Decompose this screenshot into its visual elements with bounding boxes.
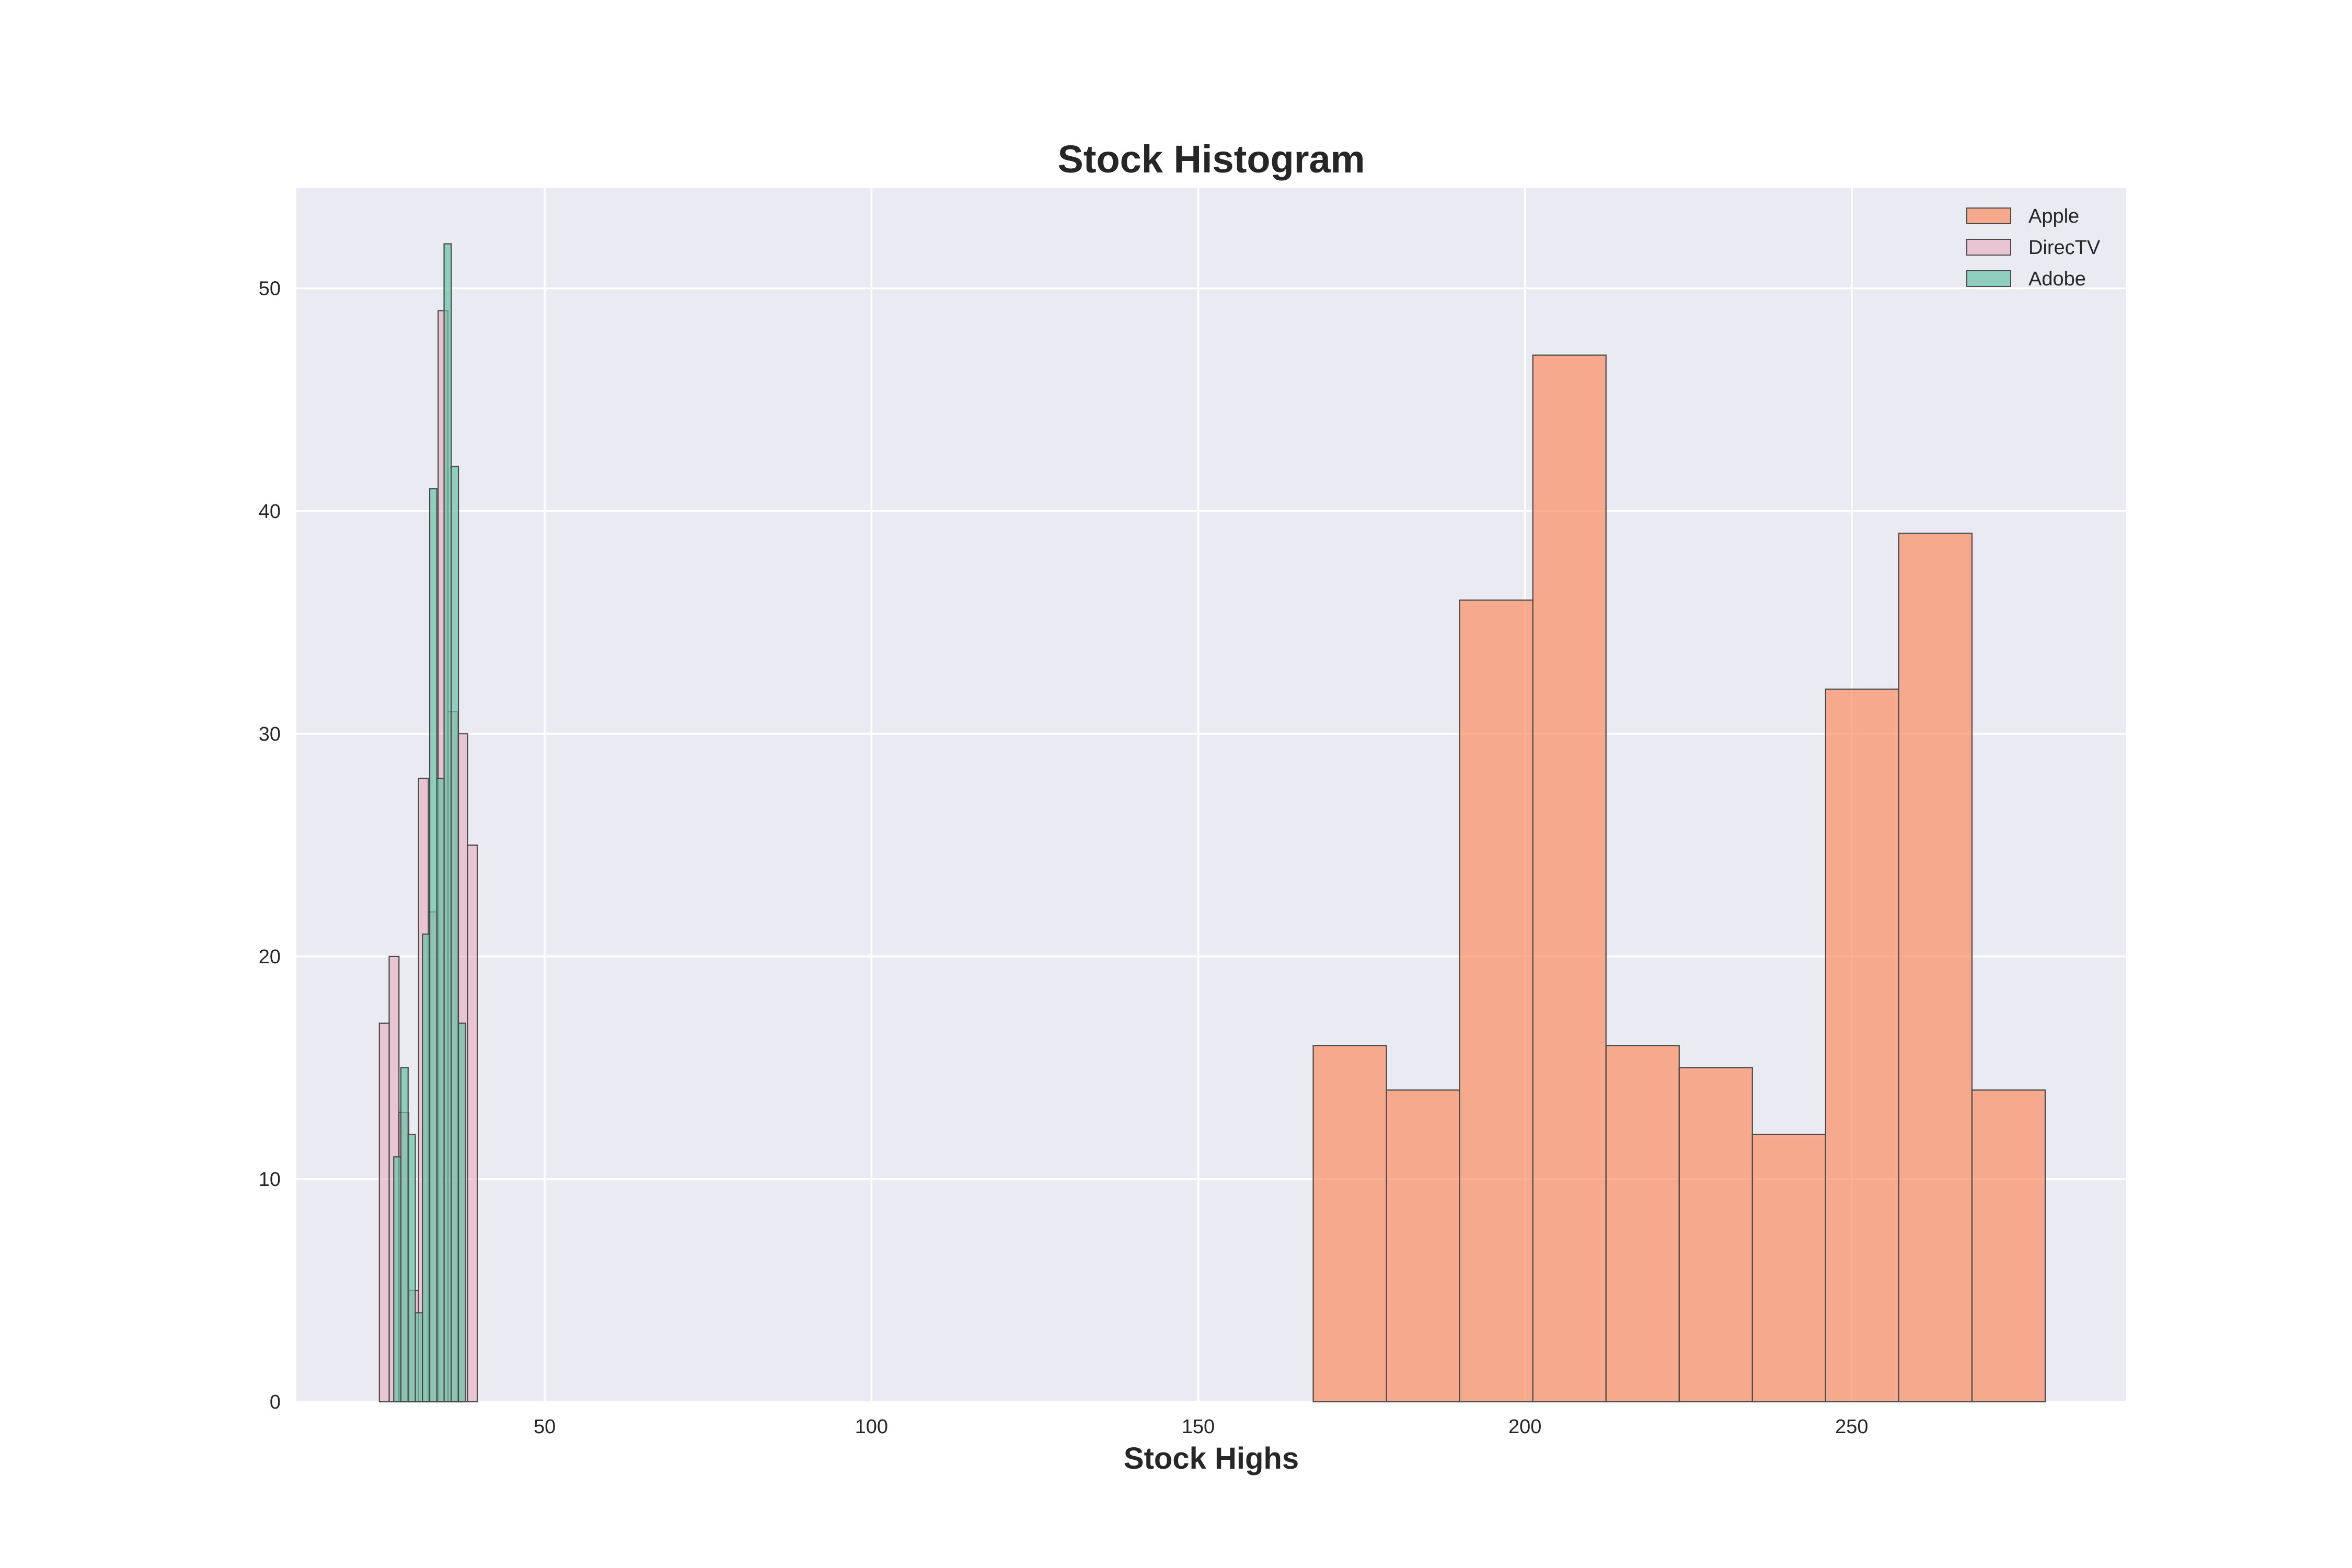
histogram-bar bbox=[451, 466, 459, 1403]
x-tick-label: 200 bbox=[1508, 1416, 1541, 1438]
y-tick-label: 50 bbox=[259, 278, 281, 300]
histogram-bar bbox=[1532, 354, 1607, 1403]
legend-item-adobe: Adobe bbox=[1966, 268, 2086, 290]
histogram-bar bbox=[393, 1156, 402, 1403]
histogram-bar bbox=[1386, 1089, 1460, 1403]
histogram-bar bbox=[400, 1067, 409, 1403]
histogram-bar bbox=[1605, 1045, 1680, 1403]
legend-swatch bbox=[1966, 239, 2011, 256]
y-tick-label: 30 bbox=[259, 723, 281, 745]
x-axis-ticks: 50 100 150 200 250 bbox=[534, 1416, 1869, 1438]
histogram-bar bbox=[414, 1312, 423, 1403]
histogram-bar bbox=[436, 777, 445, 1403]
legend-label: Adobe bbox=[2028, 268, 2086, 290]
histogram-bar bbox=[443, 243, 452, 1403]
y-tick-label: 0 bbox=[270, 1391, 281, 1413]
legend-swatch bbox=[1966, 270, 2011, 287]
histogram-bar bbox=[422, 933, 431, 1403]
x-tick-label: 100 bbox=[855, 1416, 888, 1438]
histogram-bar bbox=[1312, 1045, 1387, 1403]
series-adobe-bars bbox=[393, 243, 466, 1403]
histogram-bar bbox=[378, 1022, 390, 1403]
y-tick-label: 40 bbox=[259, 501, 281, 523]
chart-title: Stock Histogram bbox=[1057, 137, 1365, 181]
legend: Apple DirecTV Adobe bbox=[1966, 205, 2101, 290]
histogram-bar bbox=[407, 1134, 416, 1403]
y-tick-label: 10 bbox=[259, 1169, 281, 1191]
series-apple-bars bbox=[1312, 354, 2046, 1403]
y-tick-label: 20 bbox=[259, 946, 281, 968]
legend-label: DirecTV bbox=[2028, 237, 2101, 259]
histogram-bar bbox=[467, 844, 478, 1403]
y-axis-ticks: 0 10 20 30 40 50 bbox=[259, 278, 281, 1413]
histogram-bar bbox=[1751, 1134, 1826, 1403]
legend-label: Apple bbox=[2028, 205, 2079, 227]
histogram-bar bbox=[429, 488, 437, 1403]
x-tick-label: 250 bbox=[1835, 1416, 1868, 1438]
grid-lines bbox=[296, 188, 2126, 1403]
histogram-bar bbox=[1825, 688, 1899, 1403]
x-tick-label: 50 bbox=[534, 1416, 556, 1438]
histogram-bars bbox=[378, 243, 2046, 1403]
histogram-bar bbox=[1678, 1067, 1753, 1403]
x-axis-label: Stock Highs bbox=[1124, 1442, 1299, 1475]
legend-item-directv: DirecTV bbox=[1966, 237, 2101, 259]
histogram-bar bbox=[1898, 533, 1973, 1403]
legend-item-apple: Apple bbox=[1966, 205, 2079, 227]
histogram-bar bbox=[1459, 599, 1534, 1403]
legend-swatch bbox=[1966, 207, 2011, 224]
histogram-bar bbox=[457, 1022, 466, 1403]
x-tick-label: 150 bbox=[1182, 1416, 1215, 1438]
histogram-bar bbox=[1971, 1089, 2046, 1403]
